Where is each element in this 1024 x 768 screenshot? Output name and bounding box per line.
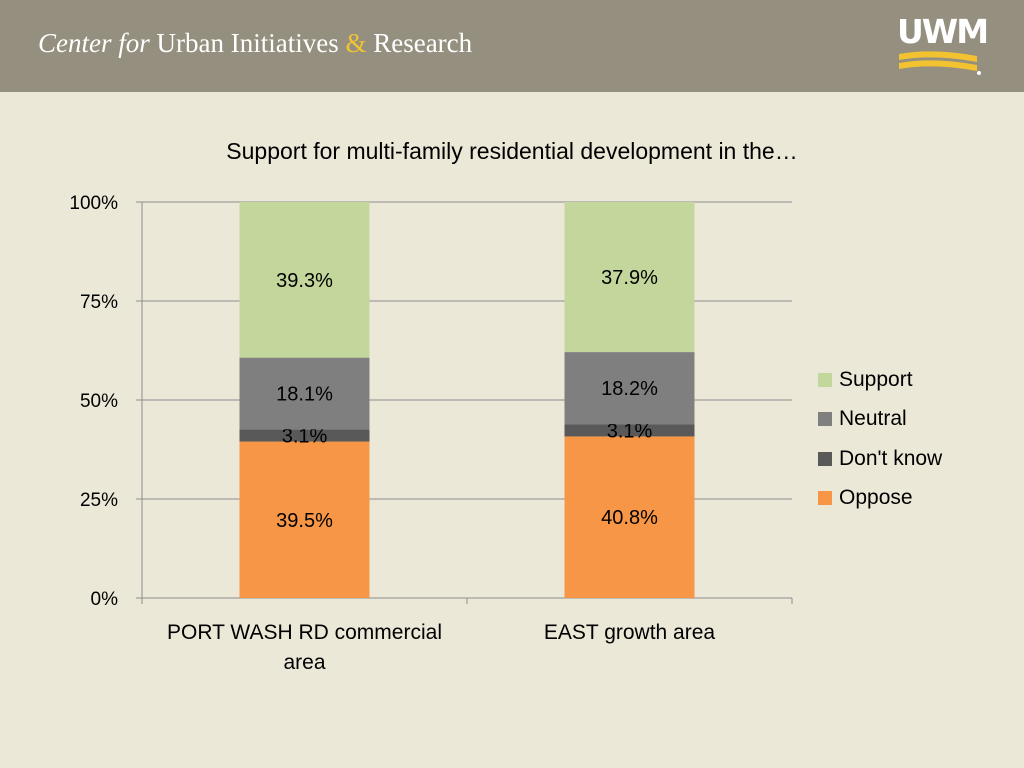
- legend-item: Oppose: [818, 479, 942, 519]
- legend-label: Oppose: [839, 486, 913, 510]
- legend-swatch: [818, 451, 832, 466]
- y-tick-label: 100%: [69, 193, 118, 214]
- data-label: 3.1%: [282, 425, 328, 447]
- data-label: 39.3%: [276, 270, 333, 292]
- y-tick-label: 75%: [80, 292, 118, 313]
- chart-legend: Support Neutral Don't know Oppose: [818, 360, 942, 518]
- bar-segment: [239, 441, 370, 598]
- bar-segment: [239, 429, 370, 442]
- legend-swatch: [818, 412, 832, 427]
- data-label: 37.9%: [601, 267, 658, 289]
- org-title-main: Urban Initiatives: [156, 28, 339, 58]
- y-tick-label: 50%: [80, 391, 118, 412]
- data-label: 40.8%: [601, 507, 658, 529]
- x-category-label: PORT WASH RD commercial: [167, 621, 442, 644]
- x-category-label: EAST growth area: [544, 621, 716, 644]
- legend-item: Support: [818, 360, 942, 400]
- y-tick-label: 0%: [91, 589, 119, 610]
- data-label: 18.1%: [276, 383, 333, 405]
- org-title-end: Research: [373, 28, 473, 58]
- uwm-logo: UWM: [893, 10, 989, 80]
- data-label: 3.1%: [607, 420, 653, 442]
- org-title: Center for Urban Initiatives & Research: [38, 28, 472, 59]
- bar-segment: [239, 357, 370, 430]
- y-tick-label: 25%: [80, 490, 118, 511]
- chart-title: Support for multi-family residential dev…: [226, 138, 798, 164]
- legend-label: Neutral: [839, 407, 907, 431]
- bar-segment: [239, 202, 370, 358]
- bar-segment: [564, 424, 695, 437]
- legend-label: Support: [839, 367, 913, 391]
- bar-segment: [564, 202, 695, 353]
- bar-segment: [564, 436, 695, 598]
- uwm-logo-text: UWM: [897, 12, 989, 51]
- org-title-ampersand: &: [345, 28, 367, 58]
- legend-label: Don't know: [839, 446, 943, 470]
- x-category-label: area: [283, 651, 325, 674]
- data-label: 18.2%: [601, 378, 658, 400]
- uwm-logo-stripes-icon: [899, 51, 981, 75]
- header-bar: Center for Urban Initiatives & Research …: [0, 0, 1024, 92]
- legend-swatch: [818, 372, 832, 387]
- legend-swatch: [818, 491, 832, 506]
- bar-segment: [564, 352, 695, 425]
- data-label: 39.5%: [276, 510, 333, 532]
- legend-item: Neutral: [818, 400, 942, 440]
- org-title-italic: Center for: [38, 28, 150, 58]
- legend-item: Don't know: [818, 439, 942, 479]
